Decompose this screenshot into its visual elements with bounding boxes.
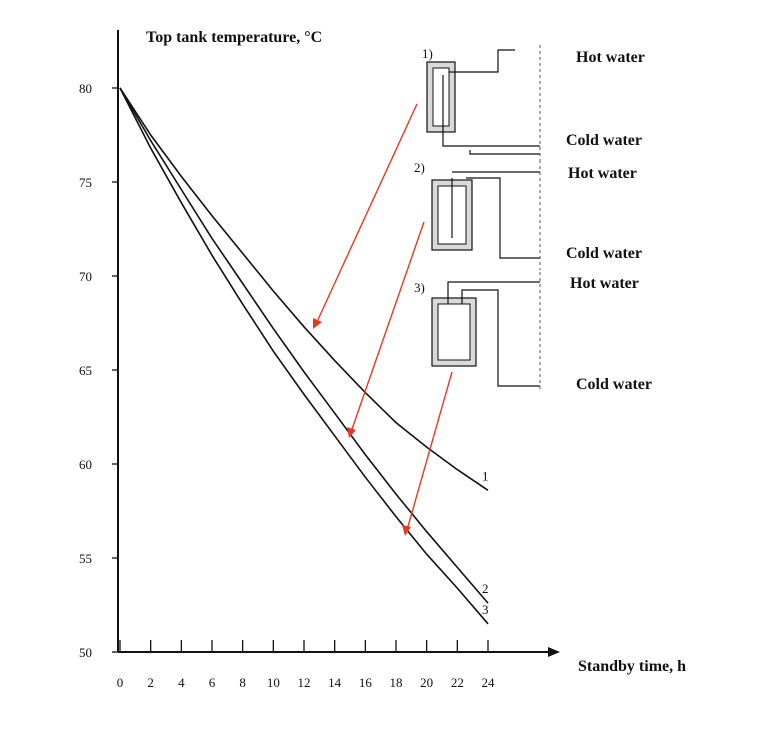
schematic-2: 2) Hot water Cold water (414, 160, 642, 270)
schematic-2-number: 2) (414, 160, 425, 175)
schematic-3-cold-label: Cold water (576, 376, 652, 393)
chart-title: Top tank temperature, °C (146, 29, 322, 46)
tank-3-body (437, 303, 471, 361)
schematic-2-hot-label: Hot water (568, 165, 637, 182)
y-tick-label-55: 55 (79, 551, 92, 566)
arrow-schematic-1-to-curve-1 (315, 103, 418, 325)
schematic-3-hot-label: Hot water (570, 275, 639, 292)
x-axis-arrow (548, 647, 560, 657)
arrow-schematic-3-to-curve-3 (406, 371, 453, 531)
series-label-3: 3 (482, 602, 489, 617)
schematic-1-number: 1) (422, 46, 433, 61)
x-tick-label-8: 8 (239, 675, 246, 690)
axes (117, 30, 560, 657)
tank-1-cold-pipe (442, 130, 540, 147)
x-axis-label: Standby time, h (578, 658, 686, 675)
schematic-1: 1) Hot water Cold water (422, 45, 645, 160)
x-tick-label-18: 18 (390, 675, 403, 690)
arrow-3-head (402, 525, 411, 536)
y-tick-label-50: 50 (79, 645, 92, 660)
tank-1-hot-pipe (449, 49, 515, 73)
schematic-1-cold-label: Cold water (566, 132, 642, 149)
annotation-arrows (313, 103, 453, 536)
y-tick-label-70: 70 (79, 269, 92, 284)
x-tick-label-12: 12 (298, 675, 311, 690)
tank-1-body (432, 67, 450, 127)
x-tick-label-0: 0 (117, 675, 124, 690)
x-tick-label-14: 14 (328, 675, 342, 690)
x-ticks: 0 2 4 6 8 10 12 14 16 18 20 22 24 (117, 640, 495, 690)
series-line-2 (119, 87, 489, 604)
tank-1-cold-branch (469, 150, 540, 155)
y-tick-label-75: 75 (79, 175, 92, 190)
series-line-1 (119, 87, 489, 491)
series-label-2: 2 (482, 581, 489, 596)
x-tick-label-16: 16 (359, 675, 373, 690)
arrow-1-head (313, 318, 322, 329)
x-tick-label-20: 20 (420, 675, 433, 690)
schematic-3-number: 3) (414, 280, 425, 295)
x-tick-label-4: 4 (178, 675, 185, 690)
schematic-1-hot-label: Hot water (576, 49, 645, 66)
x-tick-label-6: 6 (209, 675, 216, 690)
arrow-2-head (347, 427, 356, 438)
schematic-2-cold-label: Cold water (566, 245, 642, 262)
x-tick-label-10: 10 (267, 675, 280, 690)
series-line-3 (119, 87, 489, 625)
schematic-3: 3) Hot water Cold water (414, 272, 652, 393)
tank-3-hot-pipe (447, 281, 540, 304)
x-tick-label-22: 22 (451, 675, 464, 690)
series-label-1: 1 (482, 468, 489, 483)
y-tick-label-80: 80 (79, 81, 92, 96)
arrow-schematic-2-to-curve-2 (350, 221, 425, 433)
y-tick-label-65: 65 (79, 363, 92, 378)
y-ticks: 80 75 70 65 60 55 50 (79, 81, 118, 660)
tank-2-cold-pipe (466, 177, 540, 259)
series-lines: 1 2 3 (119, 87, 489, 625)
y-tick-label-60: 60 (79, 457, 92, 472)
x-tick-label-2: 2 (147, 675, 154, 690)
tank-3-cold-pipe (461, 289, 540, 387)
x-tick-label-24: 24 (482, 675, 496, 690)
